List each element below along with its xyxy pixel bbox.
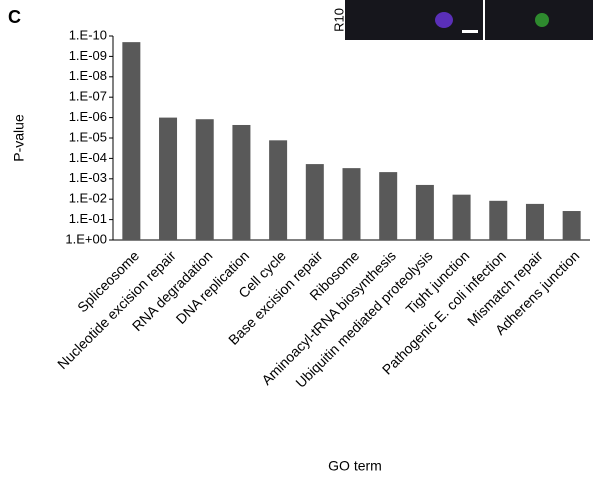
y-tick-label: 1.E-10	[69, 27, 107, 42]
y-tick-label: 1.E-04	[69, 150, 107, 165]
chart: R10 C P-value GO term 1.E+00 1.E-01 1.E-02…	[0, 0, 593, 479]
bar	[306, 164, 324, 240]
panel-label: C	[8, 7, 21, 27]
micrograph: R10	[331, 0, 593, 40]
image-panel	[345, 0, 593, 40]
y-tick-label: 1.E-02	[69, 191, 107, 206]
bar	[122, 42, 140, 240]
bar	[196, 119, 214, 240]
bar	[269, 140, 287, 240]
x-axis-title: GO term	[328, 458, 382, 474]
bar	[526, 204, 544, 240]
bar	[416, 185, 434, 240]
nucleus-stain	[435, 12, 453, 28]
bar	[453, 195, 471, 240]
y-tick-label: 1.E-05	[69, 129, 107, 144]
bar	[343, 168, 361, 240]
scale-bar	[462, 30, 478, 33]
y-tick-label: 1.E-01	[69, 211, 107, 226]
bar	[563, 211, 581, 240]
y-tick-label: 1.E-09	[69, 48, 107, 63]
page: {"panel_label": "C", "image_label": "R10…	[0, 0, 593, 479]
bar	[379, 172, 397, 240]
y-tick-label: 1.E-07	[69, 89, 107, 104]
y-axis-title: P-value	[11, 114, 27, 162]
y-tick-label: 1.E+00	[65, 231, 107, 246]
image-label: R10	[331, 8, 346, 32]
bar	[159, 118, 177, 240]
bar	[232, 125, 250, 240]
y-tick-label: 1.E-06	[69, 109, 107, 124]
green-stain	[535, 13, 549, 27]
y-tick-label: 1.E-03	[69, 170, 107, 185]
y-tick-label: 1.E-08	[69, 68, 107, 83]
bar	[489, 201, 507, 240]
